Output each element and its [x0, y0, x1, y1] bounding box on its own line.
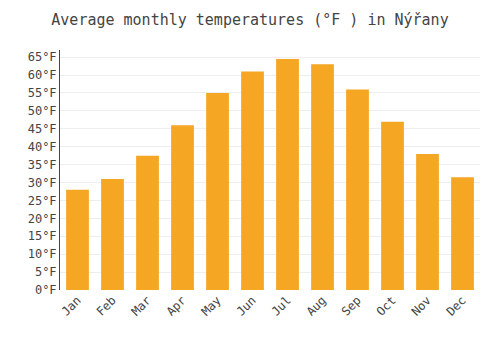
svg-text:Oct: Oct [374, 293, 399, 318]
svg-text:Nov: Nov [409, 293, 434, 318]
svg-text:60°F: 60°F [28, 68, 57, 82]
svg-text:30°F: 30°F [28, 176, 57, 190]
svg-text:Feb: Feb [94, 293, 119, 318]
svg-text:65°F: 65°F [28, 50, 57, 64]
svg-text:20°F: 20°F [28, 212, 57, 226]
svg-text:Average monthly temperatures (: Average monthly temperatures (°F ) in Ný… [51, 11, 448, 29]
svg-text:Jan: Jan [59, 293, 84, 318]
svg-text:Aug: Aug [304, 293, 329, 318]
svg-text:Apr: Apr [164, 293, 189, 318]
svg-text:10°F: 10°F [28, 247, 57, 261]
svg-text:Dec: Dec [444, 293, 469, 318]
svg-text:45°F: 45°F [28, 122, 57, 136]
svg-text:35°F: 35°F [28, 158, 57, 172]
svg-text:0°F: 0°F [35, 283, 57, 297]
svg-text:Sep: Sep [339, 293, 364, 318]
svg-text:40°F: 40°F [28, 140, 57, 154]
svg-text:May: May [199, 293, 224, 318]
svg-text:5°F: 5°F [35, 265, 57, 279]
svg-text:55°F: 55°F [28, 86, 57, 100]
svg-text:Jun: Jun [234, 293, 259, 318]
svg-text:Jul: Jul [269, 293, 294, 318]
svg-text:Mar: Mar [129, 293, 154, 318]
svg-text:25°F: 25°F [28, 194, 57, 208]
svg-text:15°F: 15°F [28, 229, 57, 243]
svg-text:50°F: 50°F [28, 104, 57, 118]
